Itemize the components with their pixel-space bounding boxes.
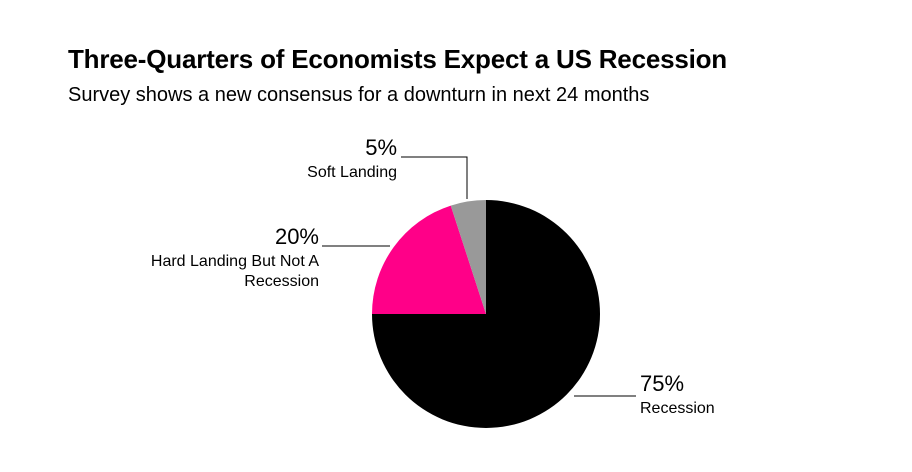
value-label-recession: 75% (640, 371, 684, 396)
chart-title: Three-Quarters of Economists Expect a US… (68, 44, 727, 74)
category-label-hard-landing-but-not-a-recession: Hard Landing But Not A Recession (151, 253, 319, 290)
leader-line-soft-landing (401, 156, 468, 199)
value-label-hard-landing-but-not-a-recession: 20% (275, 224, 319, 249)
chart-subtitle: Survey shows a new consensus for a downt… (68, 84, 650, 106)
pie-slice-hard-landing-but-not-a-recession (372, 205, 486, 314)
category-label-recession: Recession (640, 400, 715, 417)
pie-slice-soft-landing (450, 200, 486, 314)
value-label-soft-landing: 5% (365, 135, 397, 160)
category-label-soft-landing: Soft Landing (307, 164, 397, 181)
